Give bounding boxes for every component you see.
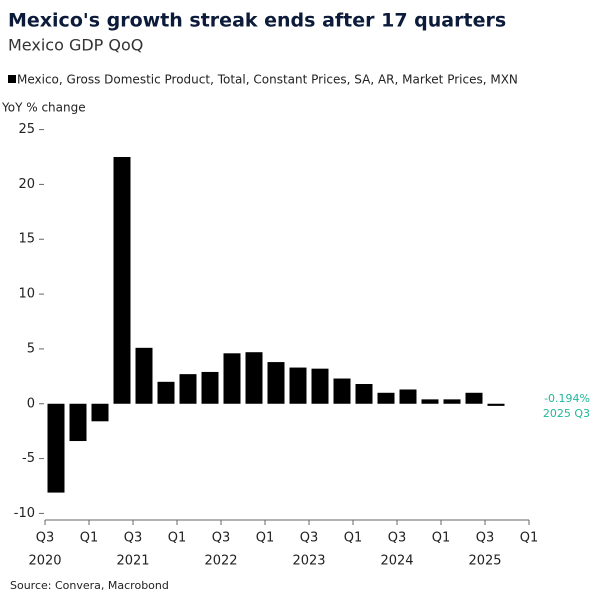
y-tick-label: 20 [18, 177, 35, 192]
year-label: 2020 [28, 554, 61, 569]
bar [157, 381, 175, 404]
bar [91, 403, 109, 422]
x-tick-label: Q3 [36, 531, 55, 546]
bar [311, 368, 329, 404]
y-tick-label: -5 [22, 451, 35, 466]
bar [333, 378, 351, 404]
last-value-label: -0.194% [544, 392, 590, 405]
x-tick-label: Q3 [212, 531, 231, 546]
x-tick-label: Q3 [300, 531, 319, 546]
year-label: 2022 [204, 554, 237, 569]
y-axis-label: YoY % change [1, 101, 86, 115]
year-label: 2024 [380, 554, 413, 569]
x-tick-label: Q1 [80, 531, 99, 546]
bar [47, 403, 65, 493]
y-tick-label: 10 [18, 287, 35, 302]
year-label: 2021 [116, 554, 149, 569]
x-tick-label: Q1 [432, 531, 451, 546]
bar [377, 392, 395, 404]
y-tick-label: 25 [18, 122, 35, 137]
chart-title: Mexico's growth streak ends after 17 qua… [8, 10, 506, 32]
x-tick-label: Q3 [124, 531, 143, 546]
x-tick-label: Q1 [168, 531, 187, 546]
bar [399, 389, 417, 404]
bar [179, 374, 197, 404]
legend-swatch [8, 75, 16, 83]
bar [113, 156, 131, 404]
x-tick-label: Q3 [388, 531, 407, 546]
bar [355, 384, 373, 404]
y-tick-label: -10 [14, 506, 35, 521]
bar [69, 403, 87, 442]
bar [465, 392, 483, 404]
year-label: 2025 [468, 554, 501, 569]
last-value-period: 2025 Q3 [543, 407, 590, 420]
y-tick-label: 0 [27, 396, 35, 411]
bar [487, 403, 505, 406]
bar [421, 399, 439, 404]
source: Source: Convera, Macrobond [10, 579, 169, 592]
bar [267, 362, 285, 404]
bar [245, 352, 263, 404]
bar [201, 371, 219, 404]
y-tick-label: 15 [18, 232, 35, 247]
year-label: 2023 [292, 554, 325, 569]
x-tick-label: Q3 [476, 531, 495, 546]
x-tick-label: Q1 [520, 531, 539, 546]
legend-label: Mexico, Gross Domestic Product, Total, C… [17, 73, 518, 87]
bar [223, 353, 241, 404]
x-tick-label: Q1 [256, 531, 275, 546]
bar [289, 367, 307, 404]
chart-subtitle: Mexico GDP QoQ [8, 36, 143, 55]
y-tick-label: 5 [27, 341, 35, 356]
x-tick-label: Q1 [344, 531, 363, 546]
bar [443, 399, 461, 404]
bar [135, 347, 153, 404]
